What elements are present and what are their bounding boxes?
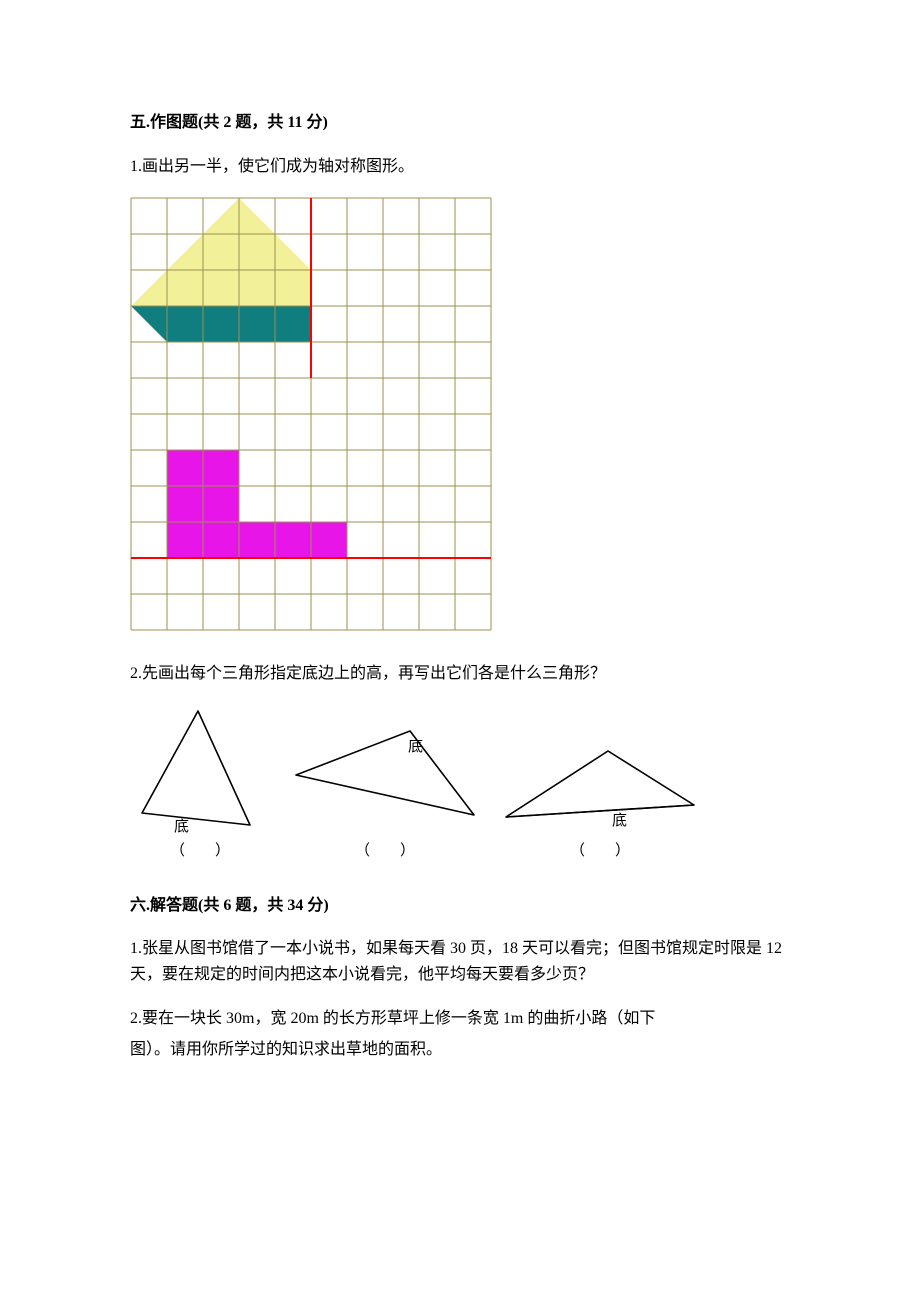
triangle-row: 底 （ ） 底 （ ） 底 （ ） [130, 705, 790, 863]
triangle-2-caption: （ ） [290, 839, 480, 863]
section6-heading: 六.解答题(共 6 题，共 34 分) [130, 893, 790, 919]
triangle-1: 底 （ ） [130, 705, 270, 863]
grid-figure [130, 197, 790, 631]
s5-q1-text: 1.画出另一半，使它们成为轴对称图形。 [130, 154, 790, 180]
s6-q2b-text: 图）。请用你所学过的知识求出草地的面积。 [130, 1037, 790, 1063]
s5-q2-text: 2.先画出每个三角形指定底边上的高，再写出它们各是什么三角形？ [130, 661, 790, 687]
triangle-1-svg: 底 [130, 705, 270, 835]
triangle-2-svg: 底 [290, 725, 480, 835]
s6-q2a-text: 2.要在一块长 30m，宽 20m 的长方形草坪上修一条宽 1m 的曲折小路（如… [130, 1006, 790, 1032]
triangle-3: 底 （ ） [500, 745, 700, 863]
triangle-1-caption: （ ） [130, 839, 270, 863]
s6-q1-text: 1.张星从图书馆借了一本小说书，如果每天看 30 页，18 天可以看完；但图书馆… [130, 936, 790, 987]
triangle-3-svg: 底 [500, 745, 700, 835]
triangle-3-caption: （ ） [500, 839, 700, 863]
triangle-2: 底 （ ） [290, 725, 480, 863]
svg-text:底: 底 [612, 812, 627, 829]
svg-text:底: 底 [408, 738, 423, 755]
svg-text:底: 底 [174, 818, 189, 835]
section5-heading: 五.作图题(共 2 题，共 11 分) [130, 110, 790, 136]
symmetry-grid-svg [130, 197, 492, 631]
